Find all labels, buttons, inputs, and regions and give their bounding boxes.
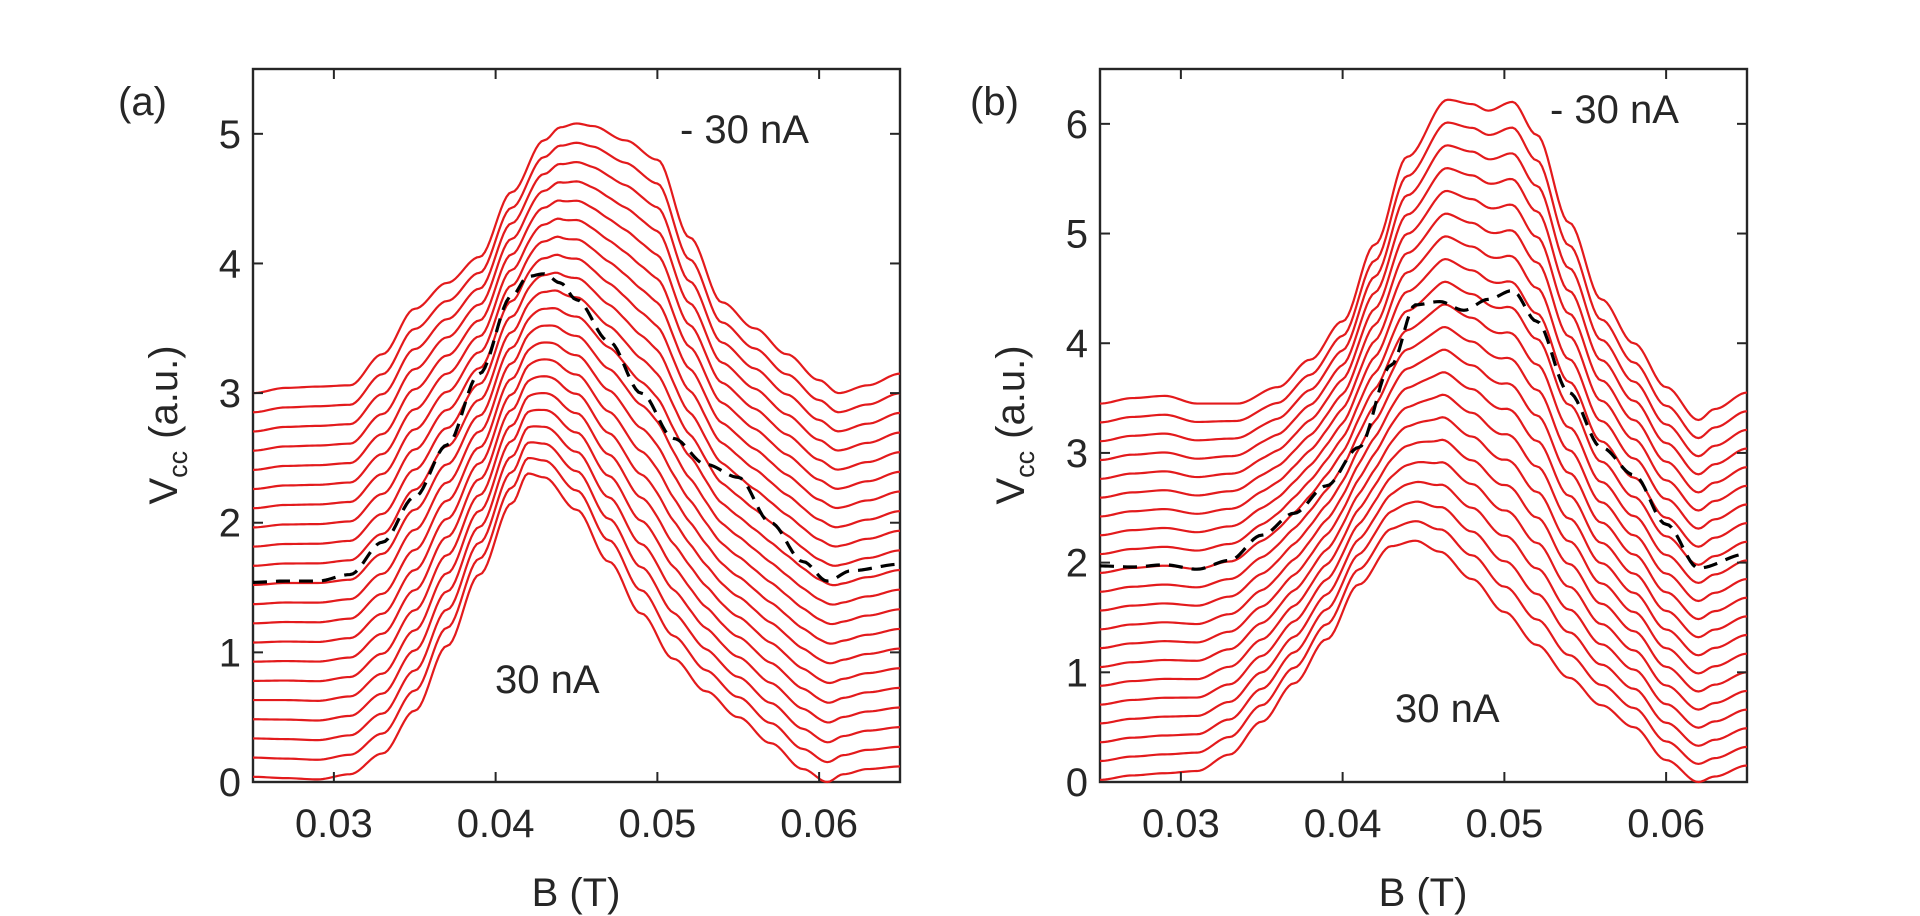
y-label-main: V [142, 478, 186, 505]
trace-line [1099, 480, 1748, 729]
y-tick-label: 2 [219, 502, 241, 546]
y-label-subscript: cc [163, 451, 193, 478]
x-tick-label: 0.04 [457, 802, 535, 846]
trace-line [252, 271, 901, 548]
y-ticks: 0 1 2 3 4 5 6 [1066, 103, 1747, 805]
plot-frame [1098, 67, 1749, 784]
trace-line [1099, 235, 1748, 530]
x-axis-label: B (T) [532, 871, 621, 915]
trace-line [1099, 348, 1748, 621]
trace-line [252, 441, 901, 744]
y-tick-label: 4 [1066, 322, 1088, 366]
trace-line [1099, 189, 1748, 494]
plot-frame [251, 67, 902, 784]
trace-line [1099, 167, 1748, 476]
y-tick-label: 3 [1066, 432, 1088, 476]
trace-line [253, 391, 901, 685]
trace-line [1099, 144, 1748, 458]
trace-line [1099, 416, 1748, 675]
trace-line [252, 253, 901, 529]
x-tick-label: 0.04 [1304, 802, 1382, 846]
trace-line [1099, 438, 1748, 693]
panel-a: 0.03 0.04 0.05 0.06 0 1 2 3 4 5 (a) - 30 nA 30 n… [118, 67, 902, 915]
trace-line [1099, 98, 1748, 422]
x-ticks: 0.03 0.04 0.05 0.06 [295, 69, 858, 846]
trace-line [252, 199, 901, 471]
x-tick-label: 0.03 [1142, 802, 1220, 846]
trace-line [252, 341, 901, 626]
trace-line [1099, 460, 1748, 711]
annotation-bottom: 30 nA [495, 658, 600, 702]
trace-line [252, 180, 901, 452]
y-label-unit: (a.u.) [142, 345, 186, 438]
trace-line [252, 307, 901, 587]
trace-line [1099, 520, 1748, 766]
x-tick-label: 0.06 [1627, 802, 1705, 846]
trace-line [252, 217, 901, 491]
trace-line [252, 160, 901, 433]
trace-group [252, 122, 901, 784]
y-tick-label: 5 [1066, 213, 1088, 257]
trace-line [1099, 371, 1748, 639]
panel-tag: (b) [970, 80, 1019, 124]
y-tick-label: 2 [1066, 542, 1088, 586]
trace-line [1099, 303, 1748, 585]
y-axis-label: Vcc (a.u.) [142, 345, 193, 504]
dashed-trace [1099, 288, 1748, 571]
y-tick-label: 5 [219, 113, 241, 157]
y-tick-label: 1 [1066, 651, 1088, 695]
trace-line [1099, 121, 1748, 440]
x-tick-label: 0.05 [1465, 802, 1543, 846]
y-tick-label: 4 [219, 242, 241, 286]
annotation-bottom: 30 nA [1395, 687, 1500, 731]
trace-line [252, 324, 901, 606]
y-axis-label: Vcc (a.u.) [989, 345, 1040, 504]
panel-b: 0.03 0.04 0.05 0.06 0 1 2 3 4 5 6 (b) - 30 nA 30 … [970, 67, 1749, 915]
trace-group [1099, 98, 1748, 784]
y-label-subscript: cc [1010, 451, 1040, 478]
y-ticks: 0 1 2 3 4 5 [219, 113, 900, 805]
x-tick-label: 0.03 [295, 802, 373, 846]
trace-line [252, 122, 901, 395]
annotation-top: - 30 nA [1550, 88, 1679, 132]
y-tick-label: 6 [1066, 103, 1088, 147]
y-label-unit: (a.u.) [989, 345, 1033, 438]
trace-line [1099, 500, 1748, 747]
x-ticks: 0.03 0.04 0.05 0.06 [1142, 69, 1705, 846]
y-tick-label: 3 [219, 372, 241, 416]
trace-line [252, 456, 901, 764]
x-tick-label: 0.06 [780, 802, 858, 846]
panel-tag: (a) [118, 80, 167, 124]
trace-line [1099, 280, 1748, 566]
trace-line [1099, 212, 1748, 512]
dashed-trace [252, 272, 901, 584]
trace-line [253, 425, 901, 724]
y-label-main: V [989, 478, 1033, 505]
trace-line [252, 235, 901, 510]
y-tick-label: 0 [219, 761, 241, 805]
trace-line [253, 408, 901, 704]
y-tick-label: 1 [219, 631, 241, 675]
x-axis-label: B (T) [1379, 871, 1468, 915]
trace-line [1099, 539, 1748, 784]
x-tick-label: 0.05 [618, 802, 696, 846]
trace-line [252, 472, 901, 784]
trace-line [252, 375, 901, 665]
y-tick-label: 0 [1066, 761, 1088, 805]
annotation-top: - 30 nA [680, 108, 809, 152]
trace-line [252, 289, 901, 567]
trace-line [252, 141, 901, 414]
trace-line [1099, 325, 1748, 603]
trace-line [252, 358, 901, 645]
trace-line [1099, 393, 1748, 657]
